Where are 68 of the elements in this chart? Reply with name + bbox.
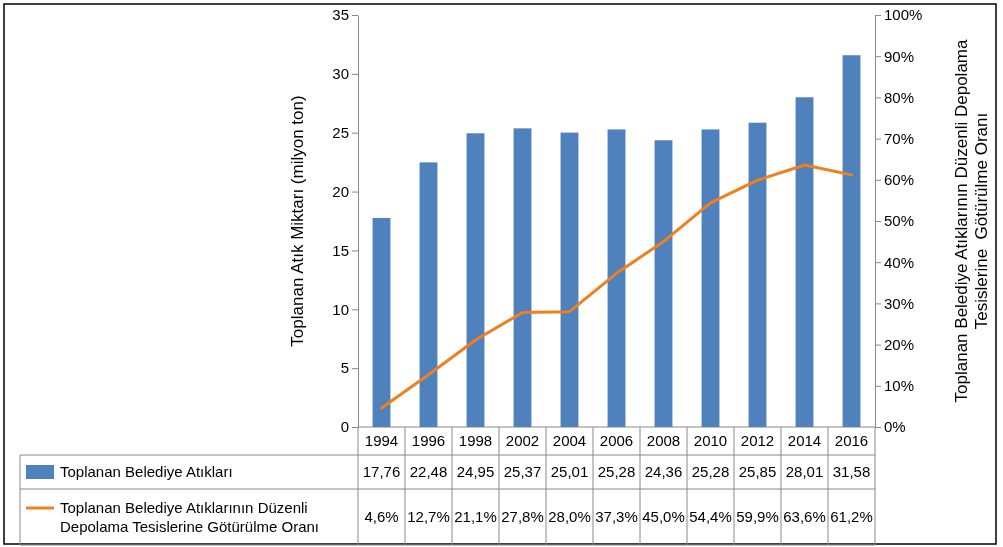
x-tick-label: 1998 bbox=[458, 432, 493, 449]
data-label: 59,9% bbox=[736, 508, 779, 525]
data-label: 63,6% bbox=[783, 508, 826, 525]
x-tick-label: 2012 bbox=[740, 432, 775, 449]
data-label: 25,28 bbox=[597, 463, 636, 480]
data-label: 17,76 bbox=[362, 463, 401, 480]
y2-tick-label: 30% bbox=[884, 294, 915, 312]
data-label: 28,01 bbox=[785, 463, 824, 480]
bar bbox=[372, 217, 391, 427]
y-tick-label: 15 bbox=[332, 241, 349, 259]
y2-tick-label: 0% bbox=[884, 418, 906, 436]
bar bbox=[419, 162, 438, 427]
legend-label: Toplanan Belediye Atıklarının Düzenli Depolama Tesislerine Götürülme Oranı bbox=[60, 498, 320, 535]
data-label: 45,0% bbox=[642, 508, 685, 525]
y-tick-label: 30 bbox=[332, 65, 349, 83]
y2-tick-label: 10% bbox=[884, 377, 915, 395]
data-label: 61,2% bbox=[830, 508, 873, 525]
data-label: 22,48 bbox=[409, 463, 448, 480]
x-tick-label: 2010 bbox=[693, 432, 728, 449]
data-label: 24,95 bbox=[456, 463, 495, 480]
data-label: 54,4% bbox=[689, 508, 732, 525]
x-tick-label: 2008 bbox=[646, 432, 681, 449]
data-label: 21,1% bbox=[454, 508, 497, 525]
bar bbox=[466, 133, 485, 427]
legend-label: Toplanan Belediye Atıkları bbox=[60, 463, 233, 480]
y2-tick-label: 50% bbox=[884, 212, 915, 230]
bar bbox=[513, 128, 532, 427]
x-tick-label: 2002 bbox=[505, 432, 540, 449]
y-axis-title: Toplanan Atık Miktarı (milyon ton) bbox=[288, 95, 307, 347]
y2-tick-label: 80% bbox=[884, 88, 915, 106]
y-tick-label: 35 bbox=[332, 6, 349, 24]
data-label: 24,36 bbox=[644, 463, 683, 480]
bar bbox=[842, 55, 861, 427]
y2-tick-label: 40% bbox=[884, 253, 915, 271]
y2-tick-label: 90% bbox=[884, 47, 915, 65]
x-tick-label: 2004 bbox=[552, 432, 587, 449]
data-label: 31,58 bbox=[832, 463, 871, 480]
bar bbox=[748, 122, 767, 427]
y2-tick-label: 70% bbox=[884, 129, 915, 147]
y2-axis-title: Toplanan Belediye Atıklarının Düzenli Depolama Tesislerine Götürülme Oranı bbox=[952, 39, 991, 403]
y-tick-label: 5 bbox=[340, 359, 349, 377]
y2-tick-label: 100% bbox=[884, 6, 923, 24]
y-tick-label: 20 bbox=[332, 182, 349, 200]
data-label: 25,85 bbox=[738, 463, 777, 480]
x-tick-label: 1996 bbox=[411, 432, 446, 449]
data-label: 27,8% bbox=[501, 508, 544, 525]
data-label: 25,37 bbox=[503, 463, 542, 480]
y2-tick-label: 60% bbox=[884, 171, 915, 189]
bar bbox=[701, 129, 720, 427]
x-tick-label: 1994 bbox=[364, 432, 399, 449]
y2-tick-label: 20% bbox=[884, 335, 915, 353]
line-series bbox=[380, 163, 853, 410]
bar bbox=[654, 140, 673, 427]
data-label: 37,3% bbox=[595, 508, 638, 525]
bar bbox=[607, 129, 626, 427]
data-label: 25,01 bbox=[550, 463, 589, 480]
y-tick-label: 25 bbox=[332, 124, 349, 142]
data-label: 4,6% bbox=[364, 508, 399, 525]
x-tick-label: 2006 bbox=[599, 432, 634, 449]
x-tick-label: 2016 bbox=[834, 432, 869, 449]
data-label: 12,7% bbox=[407, 508, 450, 525]
data-label: 28,0% bbox=[548, 508, 591, 525]
data-label: 25,28 bbox=[691, 463, 730, 480]
y-tick-label: 0 bbox=[340, 418, 349, 436]
x-tick-label: 2014 bbox=[787, 432, 822, 449]
y-tick-label: 10 bbox=[332, 300, 349, 318]
bar bbox=[560, 132, 579, 427]
bar bbox=[795, 97, 814, 427]
